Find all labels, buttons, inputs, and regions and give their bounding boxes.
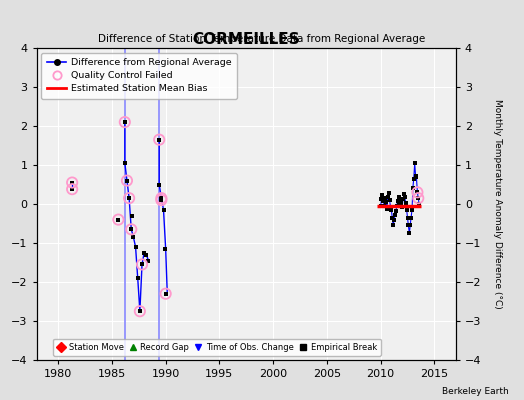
Point — [157, 197, 166, 203]
Point — [142, 252, 150, 258]
Point — [129, 234, 138, 240]
Point — [155, 136, 163, 143]
Point — [121, 119, 129, 125]
Point — [392, 203, 401, 209]
Text: Difference of Station Temperature Data from Regional Average: Difference of Station Temperature Data f… — [99, 34, 425, 44]
Point — [405, 230, 413, 236]
Point — [413, 189, 422, 196]
Legend: Station Move, Record Gap, Time of Obs. Change, Empirical Break: Station Move, Record Gap, Time of Obs. C… — [53, 338, 381, 356]
Point — [401, 200, 410, 206]
Point — [398, 204, 406, 210]
Point — [414, 195, 422, 201]
Point — [136, 308, 144, 314]
Point — [382, 199, 390, 205]
Point — [401, 194, 409, 200]
Point — [123, 178, 131, 184]
Point — [403, 214, 412, 221]
Point — [383, 206, 391, 212]
Point — [385, 197, 394, 203]
Point — [377, 196, 386, 202]
Point — [160, 246, 169, 252]
Point — [397, 200, 406, 206]
Point — [132, 244, 140, 250]
Point — [386, 204, 395, 210]
Point — [123, 178, 131, 184]
Point — [159, 207, 168, 213]
Point — [114, 216, 123, 223]
Point — [387, 207, 396, 213]
Point — [161, 290, 170, 297]
Point — [410, 176, 418, 182]
Point — [407, 214, 415, 221]
Point — [68, 186, 77, 192]
Point — [114, 216, 123, 223]
Point — [399, 196, 407, 202]
Point — [138, 261, 146, 268]
Point — [128, 212, 137, 219]
Point — [125, 195, 133, 201]
Point — [144, 257, 152, 264]
Y-axis label: Monthly Temperature Anomaly Difference (°C): Monthly Temperature Anomaly Difference (… — [493, 99, 501, 309]
Point — [379, 198, 388, 204]
Point — [68, 179, 77, 186]
Point — [385, 190, 393, 196]
Point — [400, 191, 408, 198]
Point — [384, 194, 392, 200]
Point — [155, 136, 163, 143]
Point — [414, 195, 422, 201]
Point — [125, 195, 133, 201]
Point — [68, 186, 77, 192]
Point — [140, 250, 148, 256]
Point — [402, 207, 411, 213]
Point — [394, 198, 402, 204]
Point — [392, 208, 400, 214]
Point — [396, 196, 405, 202]
Point — [381, 195, 389, 201]
Point — [390, 217, 398, 224]
Point — [161, 290, 170, 297]
Point — [378, 192, 387, 199]
Point — [389, 222, 397, 229]
Point — [127, 226, 136, 232]
Point — [68, 179, 77, 186]
Point — [395, 199, 403, 205]
Point — [404, 222, 412, 229]
Point — [408, 207, 416, 213]
Point — [121, 119, 129, 125]
Point — [155, 181, 163, 188]
Point — [376, 203, 385, 209]
Text: Berkeley Earth: Berkeley Earth — [442, 387, 508, 396]
Point — [391, 212, 399, 218]
Point — [406, 222, 414, 229]
Point — [380, 203, 388, 209]
Point — [395, 194, 403, 200]
Point — [410, 160, 419, 166]
Point — [157, 195, 166, 201]
Point — [127, 226, 136, 232]
Point — [134, 275, 142, 281]
Point — [411, 173, 420, 179]
Point — [121, 160, 129, 166]
Point — [413, 189, 422, 196]
Point — [138, 261, 146, 268]
Point — [157, 195, 166, 201]
Point — [412, 174, 421, 181]
Point — [136, 308, 144, 314]
Point — [409, 184, 417, 191]
Title: CORMEILLES: CORMEILLES — [192, 32, 300, 47]
Point — [415, 201, 423, 207]
Point — [157, 197, 166, 203]
Point — [388, 214, 397, 221]
